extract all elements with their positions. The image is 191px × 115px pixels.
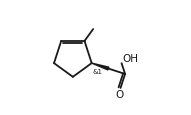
Text: &1: &1 [92,69,102,75]
Text: OH: OH [122,53,138,63]
Polygon shape [92,64,109,70]
Text: O: O [116,89,124,99]
